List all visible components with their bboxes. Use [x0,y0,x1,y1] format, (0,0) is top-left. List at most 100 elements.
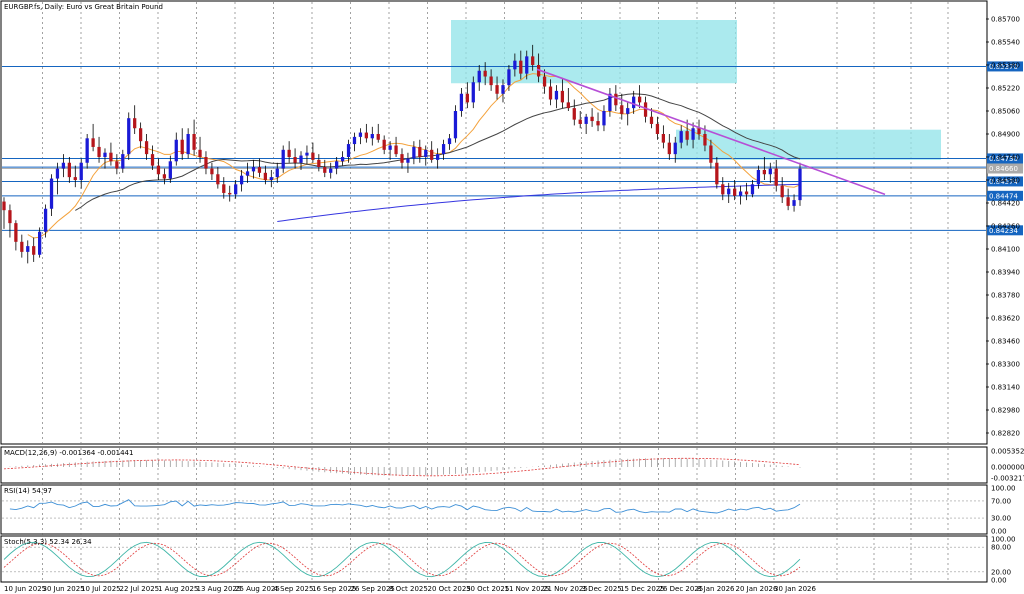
candle-body [667,142,671,155]
current-price-value: 0.84660 [989,165,1018,173]
candle-body [715,162,719,185]
trendline-line [536,68,886,196]
x-tick-label: 20 Jan 2026 [736,585,779,593]
candle-body [774,168,778,186]
candle-body [762,169,766,175]
candle-body [655,123,660,134]
candle-body [275,168,279,178]
x-tick-label: 26 Sep 2025 [351,585,395,593]
x-tick-label: 20 Oct 2025 [428,585,471,593]
x-tick-label: 30 Jun 2025 [43,585,85,593]
stoch-label: Stoch(5,3,3) 52.34 26.34 [4,538,92,546]
x-tick-label: 8 Jan 2026 [697,585,735,593]
x-tick-label: 4 Sep 2025 [274,585,314,593]
candle-body [477,70,481,83]
rsi-label: RSI(14) 54.97 [4,487,52,495]
candle-body [483,70,487,77]
stoch-tick-label: 80.00 [991,544,1011,552]
candle-body [73,177,77,180]
y-tick-label: 0.83300 [991,361,1020,369]
candle-body [317,159,321,168]
candle-body [578,119,582,124]
candle-body [251,167,256,172]
horizontal-levels: 0.853700.847300.846740.845740.844740.842… [2,61,1023,236]
candle-body [38,231,42,255]
candle-body [103,152,107,157]
x-tick-label: 26 Dec 2025 [659,585,704,593]
candle-body [400,154,404,163]
candle-body [85,138,89,163]
candle-body [637,96,642,103]
candle-body [584,116,588,124]
level-value: 0.85370 [989,63,1018,71]
candle-body [222,184,226,193]
x-tick-label: 15 Dec 2025 [620,585,665,593]
candle-body [798,168,802,201]
candle-body [697,128,701,134]
y-tick-label: 0.83140 [991,384,1020,392]
vertical-gridlines [42,2,949,582]
candle-body [138,128,143,142]
current-price-tag [987,163,1023,174]
candle-body [703,134,707,146]
candle-body [513,60,517,70]
candle-body [459,93,464,111]
candle-body [121,154,125,169]
y-tick-label: 0.84260 [991,223,1020,231]
candle-body [727,188,731,195]
candle-body [744,191,749,195]
candle-body [673,142,677,155]
y-tick-label: 0.85700 [991,16,1020,24]
candle-body [210,168,214,175]
candle-body [412,146,416,159]
candle-body [685,131,689,140]
candle-body [97,146,101,157]
candle-body [786,197,790,206]
stoch-tick-label: 20.00 [991,568,1011,576]
rsi-line [9,499,801,514]
price-axis: 0.85700 0.85540 0.85380 0.85220 0.85060 0.849… [986,16,1020,438]
y-tick-label: 0.83460 [991,338,1020,346]
candle-body [162,174,167,179]
candle-body [388,145,392,150]
x-tick-label: 16 Sep 2025 [312,585,356,593]
candle-body [768,168,772,175]
candle-body [406,158,410,163]
candle-body [525,56,529,74]
stoch-tick-label: 0.00 [991,577,1007,585]
candle-body [536,65,541,77]
x-tick-label: 10 Jun 2025 [4,585,46,593]
candle-body [679,131,683,143]
candle-body [721,184,725,195]
macd-tick-label: 0.000000 [991,464,1024,472]
candle-body [519,60,523,74]
candle-body [168,161,172,179]
macd-tick-label: 0.005352 [991,448,1024,456]
candle-body [234,184,238,195]
candle-body [2,201,6,211]
candle-body [61,162,66,169]
candle-body [590,116,594,122]
candle-body [269,177,273,180]
level-value: 0.84234 [989,227,1018,235]
candle-body [198,149,202,157]
rsi-tick-label: 70.00 [991,497,1011,505]
y-tick-label: 0.83780 [991,292,1020,300]
candle-body [733,188,737,196]
candle-body [79,162,83,180]
y-tick-label: 0.84740 [991,154,1020,162]
candle-body [531,56,535,65]
x-tick-label: 11 Nov 2025 [505,585,550,593]
candle-body [216,174,220,185]
candle-body [602,111,606,126]
candle-body [245,171,250,176]
candle-body [115,161,119,169]
x-tick-label: 1 Aug 2025 [158,585,198,593]
candle-body [43,208,48,232]
chart-title: EURGBP.fs, Daily: Euro vs Great Britain … [4,3,163,11]
level-value: 0.84574 [989,178,1018,186]
candle-body [192,134,196,150]
level-tag [987,153,1023,164]
candle-body [436,154,440,160]
